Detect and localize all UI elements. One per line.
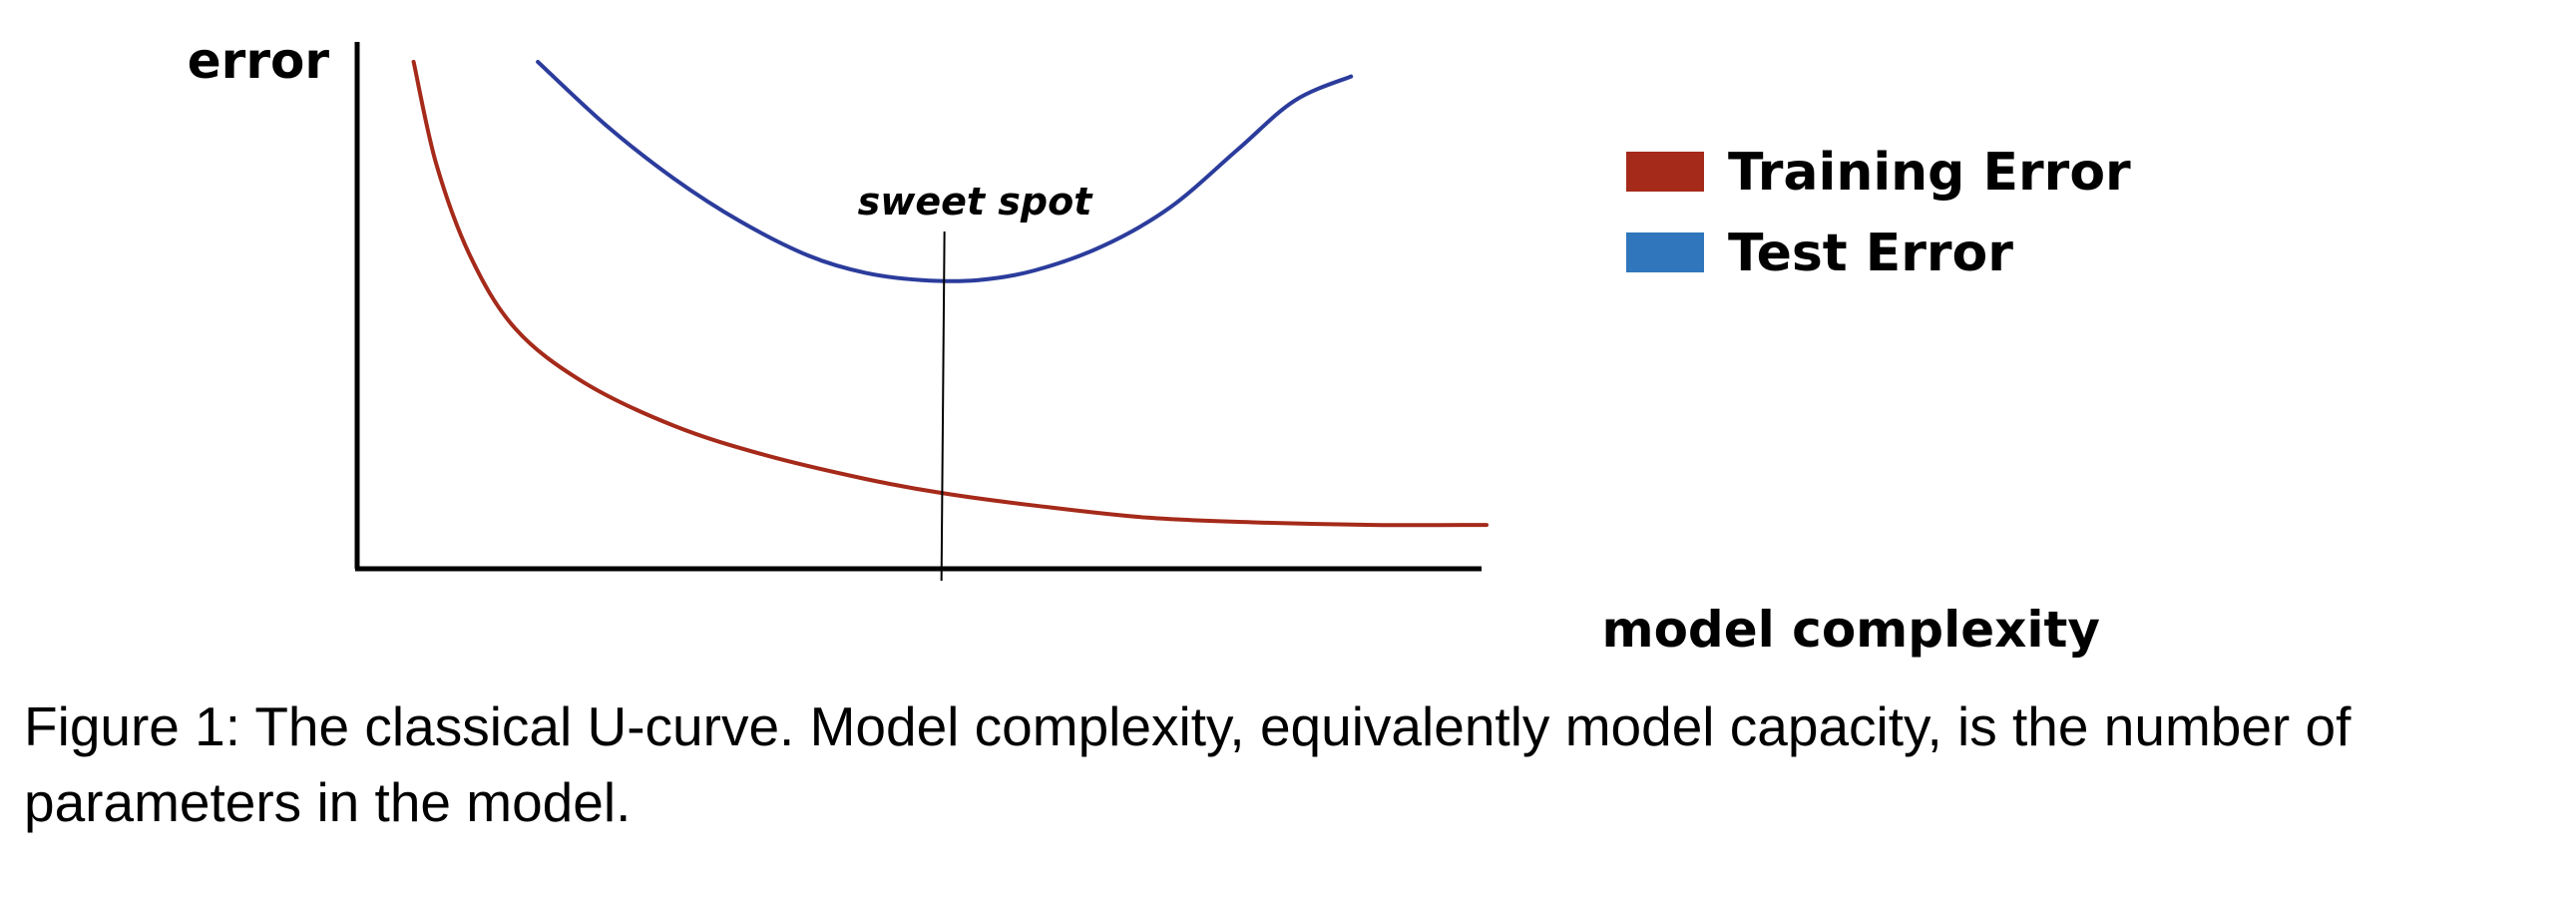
legend: Training Error Test Error [1626,143,2131,283]
legend-label-test-error: Test Error [1728,224,2013,283]
plot-area: error model complexity sweet spot [188,32,2100,659]
sweet-spot-line [940,230,946,582]
figure-caption: Figure 1: The classical U-curve. Model c… [24,695,2352,833]
training-error-curve [411,60,1489,528]
legend-swatch-training-error [1626,152,1704,192]
test-error-curve [536,60,1354,283]
y-axis-label: error [188,32,330,90]
x-axis-label: model complexity [1601,601,2100,659]
legend-label-training-error: Training Error [1728,143,2131,203]
legend-swatch-test-error [1626,232,1704,272]
sweet-spot-label: sweet spot [858,180,1094,224]
